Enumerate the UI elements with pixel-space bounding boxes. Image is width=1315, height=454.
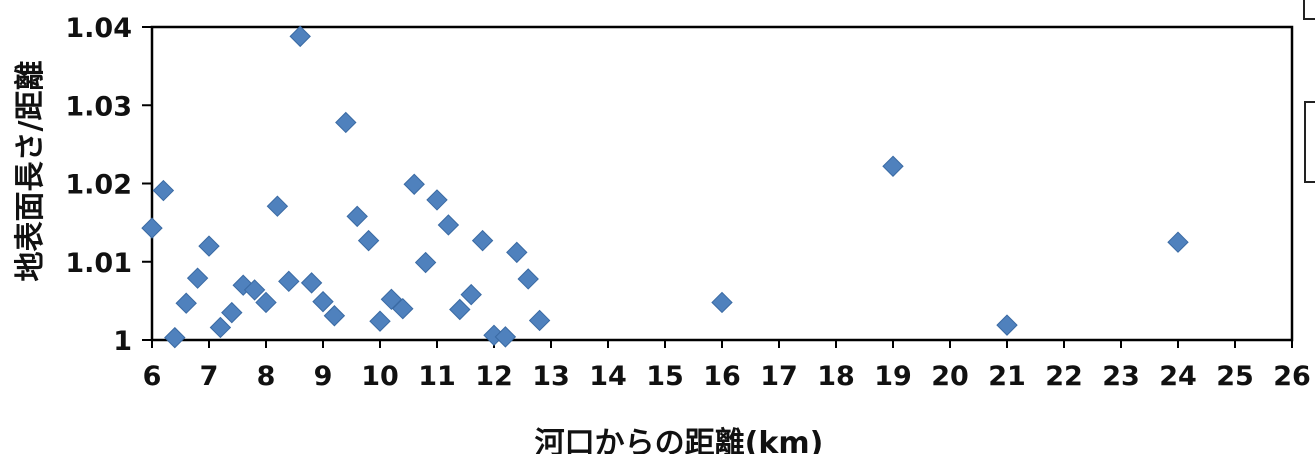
x-tick-label: 14 (589, 361, 627, 392)
data-point (198, 235, 220, 257)
x-tick-label: 12 (475, 361, 513, 392)
x-tick-label: 23 (1102, 361, 1140, 392)
data-point (996, 314, 1018, 336)
data-point (300, 272, 323, 294)
x-tick-label: 19 (874, 361, 912, 392)
data-point (164, 326, 186, 349)
y-axis-title: 地表面長さ/距離 (13, 61, 48, 282)
data-point (278, 270, 300, 293)
y-tick-label: 1.04 (65, 13, 132, 44)
x-axis-ticks: 6 7 8 9 10 11 12 13 14 15 16 17 18 19 20 21 22 23 24 25 26 (143, 340, 1311, 392)
data-point (357, 229, 380, 252)
data-point (711, 291, 733, 314)
x-tick-label: 8 (257, 361, 276, 392)
data-point (175, 292, 197, 314)
x-tick-label: 20 (931, 361, 969, 392)
data-point (266, 195, 289, 217)
data-point (517, 268, 539, 290)
data-point (152, 179, 175, 202)
data-point (243, 279, 266, 301)
x-tick-label: 11 (418, 361, 456, 392)
x-tick-label: 7 (200, 361, 219, 392)
data-point (528, 309, 551, 332)
y-tick-label: 1.02 (65, 170, 132, 201)
data-point (392, 297, 414, 320)
data-point (312, 290, 334, 313)
legend-box-fragment (1303, 0, 1315, 20)
plot-frame (150, 25, 1294, 342)
y-tick-label: 1 (113, 326, 132, 357)
data-point (380, 288, 403, 311)
x-tick-label: 24 (1159, 361, 1197, 392)
data-point (449, 298, 471, 321)
y-axis-ticks: 1 1.01 1.02 1.03 1.04 (65, 13, 152, 357)
data-point (255, 291, 277, 314)
y-tick-label: 1.03 (65, 91, 132, 122)
data-point (186, 267, 209, 289)
data-point (494, 326, 517, 348)
plot-area (150, 25, 1294, 342)
x-tick-label: 17 (760, 361, 798, 392)
data-point (1167, 231, 1189, 253)
x-tick-label: 22 (1045, 361, 1083, 392)
data-point (403, 173, 425, 195)
x-tick-label: 18 (817, 361, 855, 392)
data-point (346, 205, 368, 228)
x-tick-label: 15 (646, 361, 684, 392)
x-tick-label: 16 (703, 361, 741, 392)
legend-box-fragment (1304, 101, 1315, 183)
y-tick-label: 1.01 (65, 248, 132, 279)
data-point (426, 189, 448, 211)
data-points (141, 25, 1189, 349)
x-tick-label: 25 (1216, 361, 1254, 392)
x-tick-label: 10 (361, 361, 399, 392)
x-tick-label: 21 (988, 361, 1026, 392)
data-point (369, 310, 391, 332)
data-point (460, 283, 482, 306)
data-point (882, 155, 904, 177)
data-point (471, 229, 494, 252)
x-axis-title: 河口からの距離(km) (535, 426, 824, 454)
x-tick-label: 9 (314, 361, 333, 392)
x-tick-label: 26 (1273, 361, 1311, 392)
data-point (221, 301, 243, 324)
data-point (414, 251, 437, 274)
data-point (289, 25, 311, 48)
x-tick-label: 6 (143, 361, 162, 392)
data-point (323, 305, 346, 327)
data-point (437, 214, 460, 236)
data-point (141, 217, 163, 239)
data-point (335, 111, 357, 134)
data-point (209, 316, 232, 339)
x-tick-label: 13 (532, 361, 570, 392)
data-point (506, 241, 528, 264)
